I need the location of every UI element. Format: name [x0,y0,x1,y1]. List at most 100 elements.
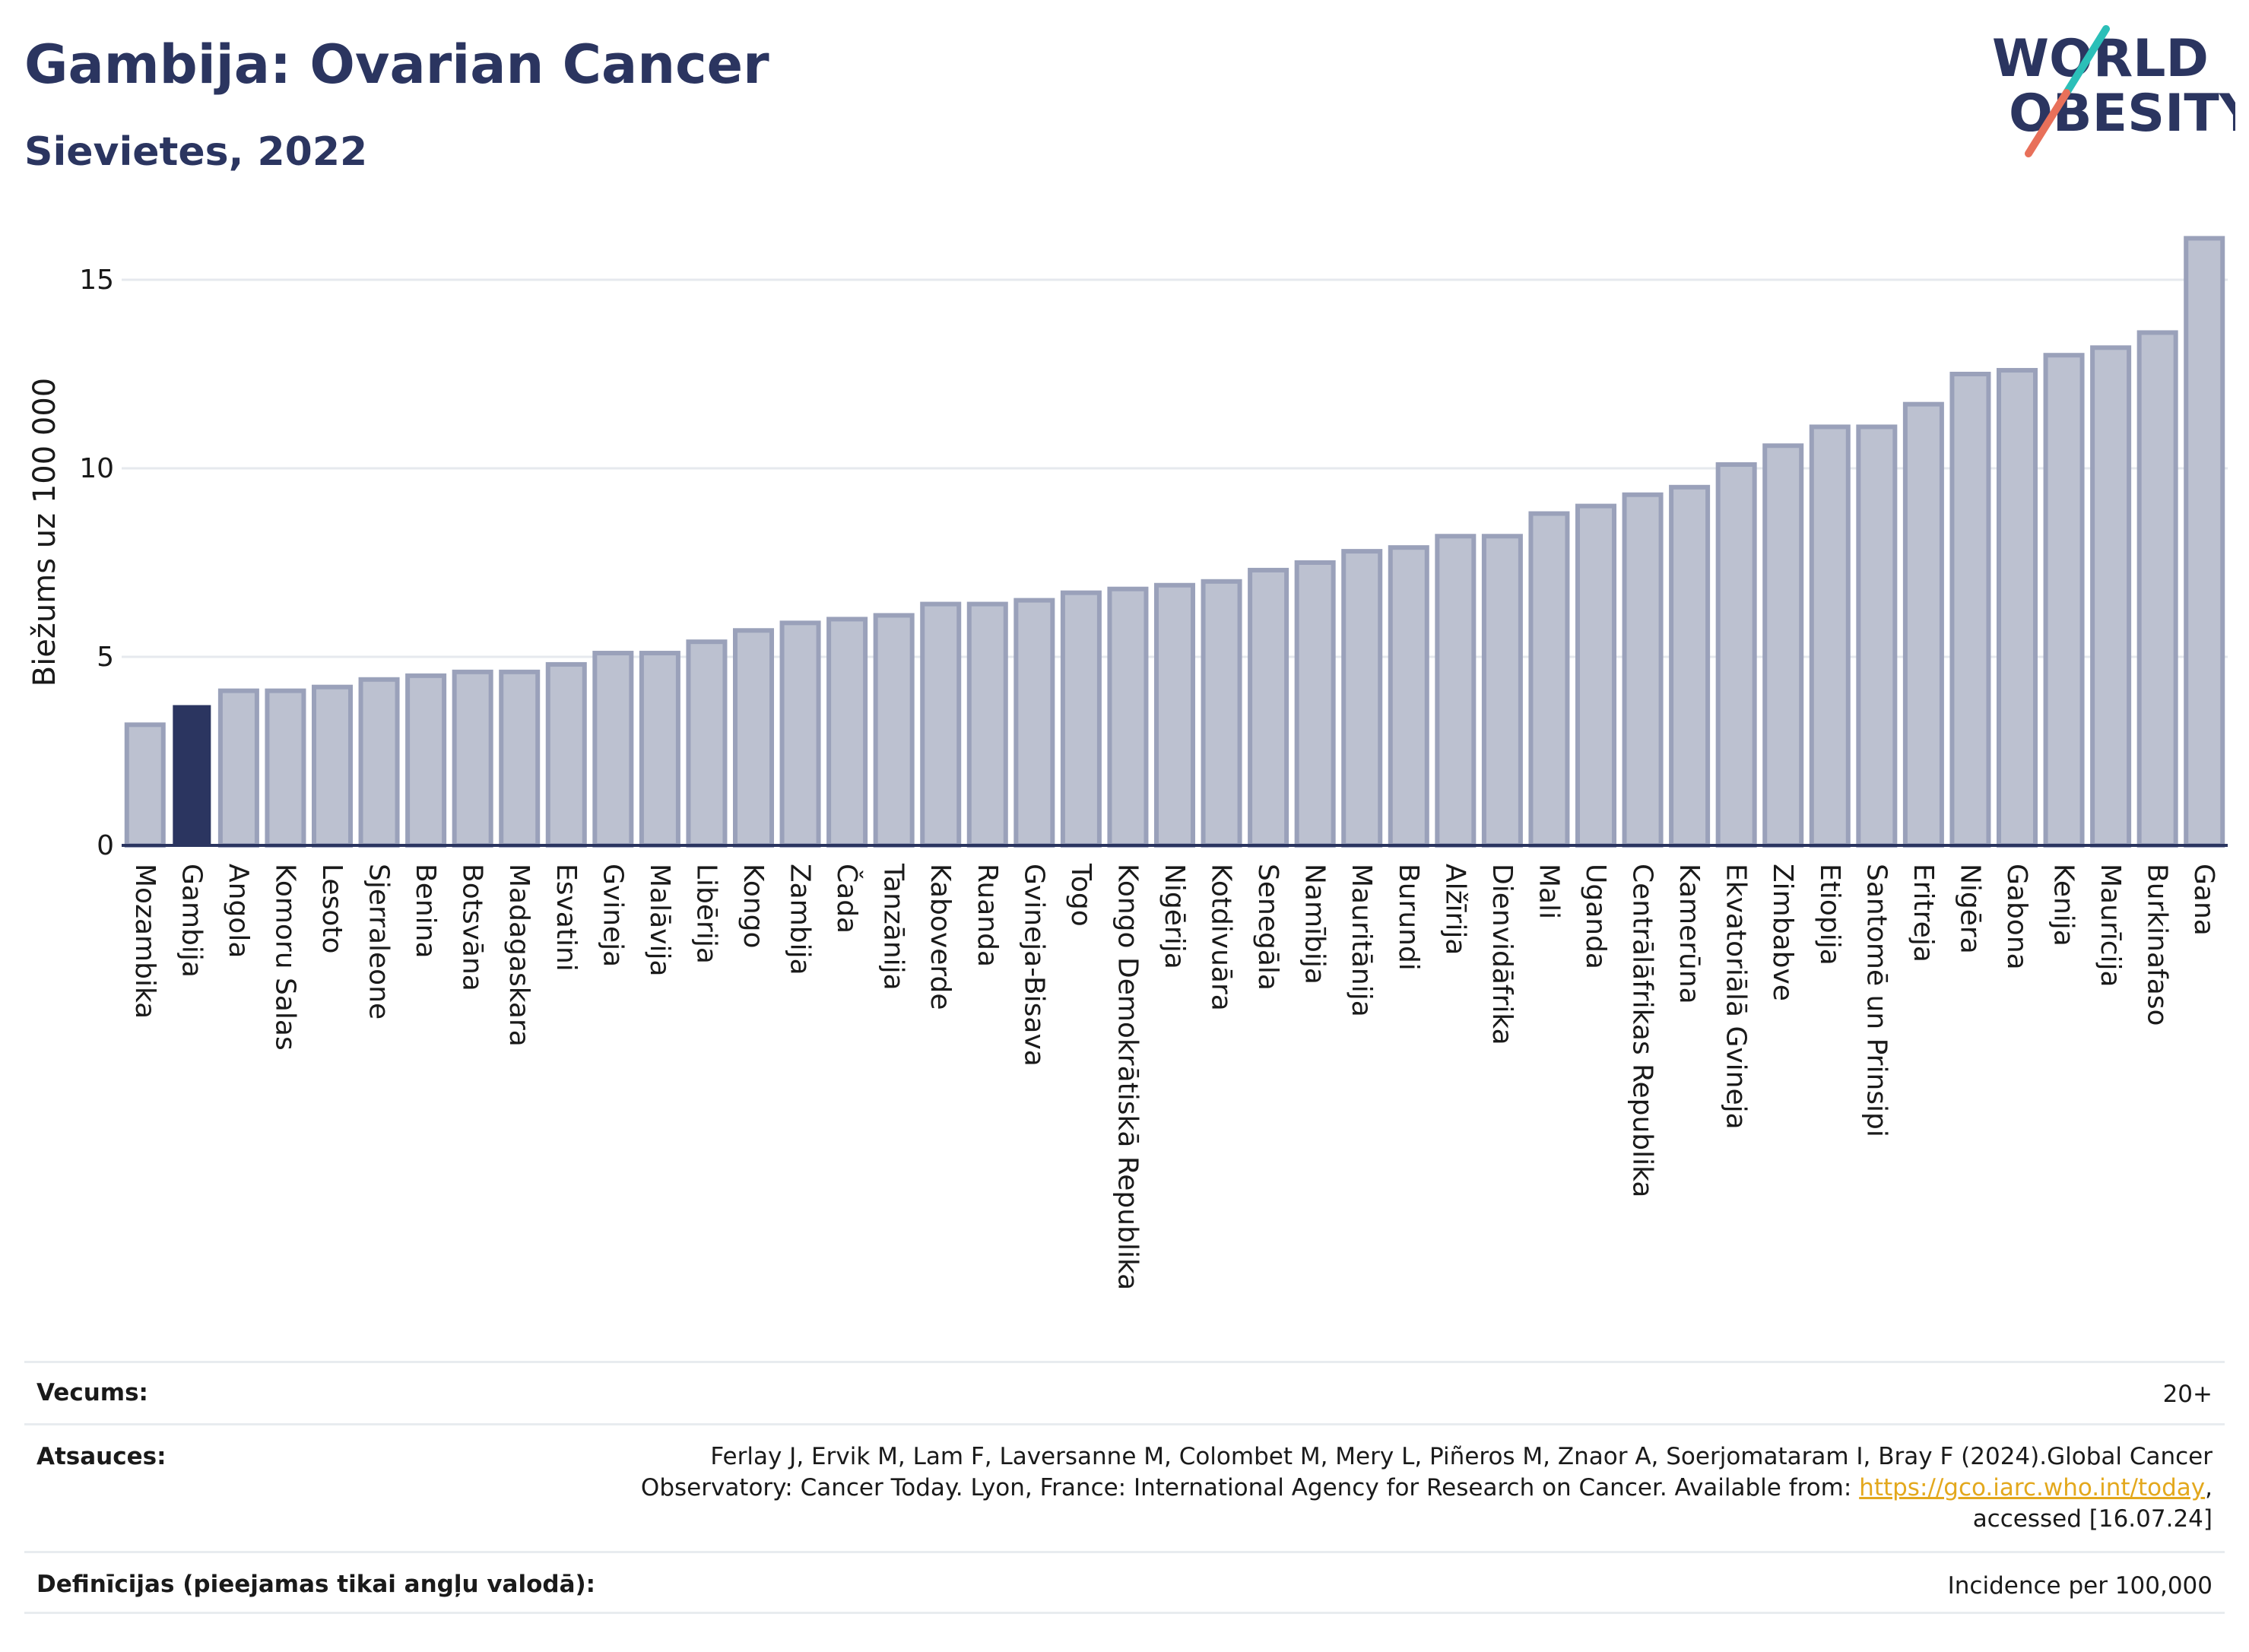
x-tick-label: Kongo Demokrātiskā Republika [1112,864,1143,1290]
footer-divider [24,1361,2225,1363]
bar [966,601,1008,848]
x-tick-label: Kenija [2048,864,2079,946]
bar [873,613,915,848]
bar [1107,586,1149,848]
bar [639,651,680,848]
references-line-3: accessed [16.07.24] [1972,1505,2213,1533]
references-link[interactable]: https://gco.iarc.who.int/today [1859,1474,2206,1501]
bar [1201,579,1242,848]
bar-chart: 0 5 10 15 Biežums uz 100 000 Mozambika Gambija… [27,236,2228,1290]
y-tick-label: 5 [97,642,114,673]
references-value: Ferlay J, Ervik M, Lam F, Laversanne M, … [641,1441,2213,1535]
bar [1669,484,1711,848]
bar [1481,534,1523,848]
x-tick-label: Madagaskara [503,864,534,1047]
footer-divider [24,1551,2225,1553]
references-label: Atsauces: [36,1443,167,1470]
bar [592,651,634,848]
bar [1809,424,1851,848]
x-tick-label: Mozambika [129,864,160,1019]
x-tick-label: Senegāla [1252,864,1283,991]
bar [1622,492,1664,848]
bar [779,620,821,848]
references-line-2: Observatory: Cancer Today. Lyon, France:… [641,1473,2213,1504]
references-line-2-text: Observatory: Cancer Today. Lyon, France:… [640,1474,1860,1501]
x-tick-label: Dienvidāfrika [1486,864,1518,1045]
x-tick-label: Esvatini [550,864,582,972]
bar [2184,236,2225,848]
definitions-label: Definīcijas (pieejamas tikai angļu valod… [36,1571,596,1598]
bar [1248,567,1289,848]
x-tick-label: Eritreja [1908,864,1939,962]
page-title: Gambija: Ovarian Cancer [24,33,769,96]
logo-slash-teal [2063,25,2110,97]
x-tick-label: Kaboverde [925,864,956,1010]
bar [452,669,493,848]
y-tick-label: 0 [97,830,114,861]
bar [1528,511,1570,848]
bar [124,722,166,848]
definitions-row: Definīcijas (pieejamas tikai angļu valod… [24,1551,2225,1612]
x-tick-label: Sjerraleone [363,864,395,1019]
x-tick-label: Gabona [2001,864,2032,970]
bar [545,661,587,848]
x-tick-label: Alžīrija [1439,864,1470,955]
x-tick-label: Centrālāfrikas Republika [1627,864,1658,1197]
bar [405,673,447,848]
bar [499,669,541,848]
bar [1388,545,1429,848]
age-label: Vecums: [36,1379,148,1406]
x-tick-label: Libērija [690,864,722,964]
bar [265,688,306,848]
x-tick-label: Botsvāna [457,864,488,991]
x-tick-label: Maurīcija [2095,864,2126,988]
x-tick-label: Malāvija [644,864,675,977]
bar [1153,582,1196,848]
references-line-2-end: , [2205,1474,2213,1501]
page-subtitle: Sievietes, 2022 [24,129,368,175]
x-tick-label: Etiopija [1814,864,1845,966]
bar [1013,598,1055,848]
x-tick-label: Komoru Salas [269,864,300,1051]
bar [1435,534,1477,848]
x-tick-label: Zimbabve [1767,864,1798,1001]
world-obesity-logo: WORLD OBESITY [1992,25,2235,157]
x-tick-label: Togo [1065,863,1096,927]
x-tick-label: Benina [410,864,441,959]
x-tick-label: Ekvatoriālā Gvineja [1721,864,1752,1130]
x-tick-label: Kotdivuāra [1206,864,1237,1011]
bar [2136,330,2178,848]
bar [1996,368,2038,848]
x-tick-label: Ruanda [972,864,1003,967]
bar [1341,549,1383,848]
x-tick-label: Kamerūna [1673,864,1705,1004]
y-tick-label: 10 [79,453,114,484]
x-tick-label: Angola [223,864,254,958]
x-tick-label: Zambija [785,864,816,975]
references-row: Atsauces: Ferlay J, Ervik M, Lam F, Lave… [24,1423,2225,1545]
footer-divider [24,1612,2225,1614]
bar [826,617,868,848]
bar [1902,401,1944,848]
x-tick-label: Gvineja [597,864,628,967]
x-tick-label: Nigērija [1159,864,1190,969]
x-tick-label: Gvineja-Bisava [1018,864,1049,1067]
bar [1060,590,1102,848]
bar [686,639,728,848]
x-tick-label: Tanzānija [878,863,909,991]
x-tick-label: Gana [2188,864,2219,936]
bar [1856,424,1898,848]
bar [173,705,211,846]
bar [920,601,962,848]
age-row: Vecums: 20+ [24,1361,2225,1422]
bar [1294,560,1336,848]
y-tick-label: 15 [79,265,114,296]
bar [2090,345,2132,848]
footer-divider [24,1423,2225,1425]
bar-layer [124,236,2225,848]
x-tick-label: Kongo [738,864,769,949]
bar [732,628,775,848]
bar [1949,372,1991,848]
x-tick-label: Gambija [176,864,207,978]
bar [217,688,259,848]
